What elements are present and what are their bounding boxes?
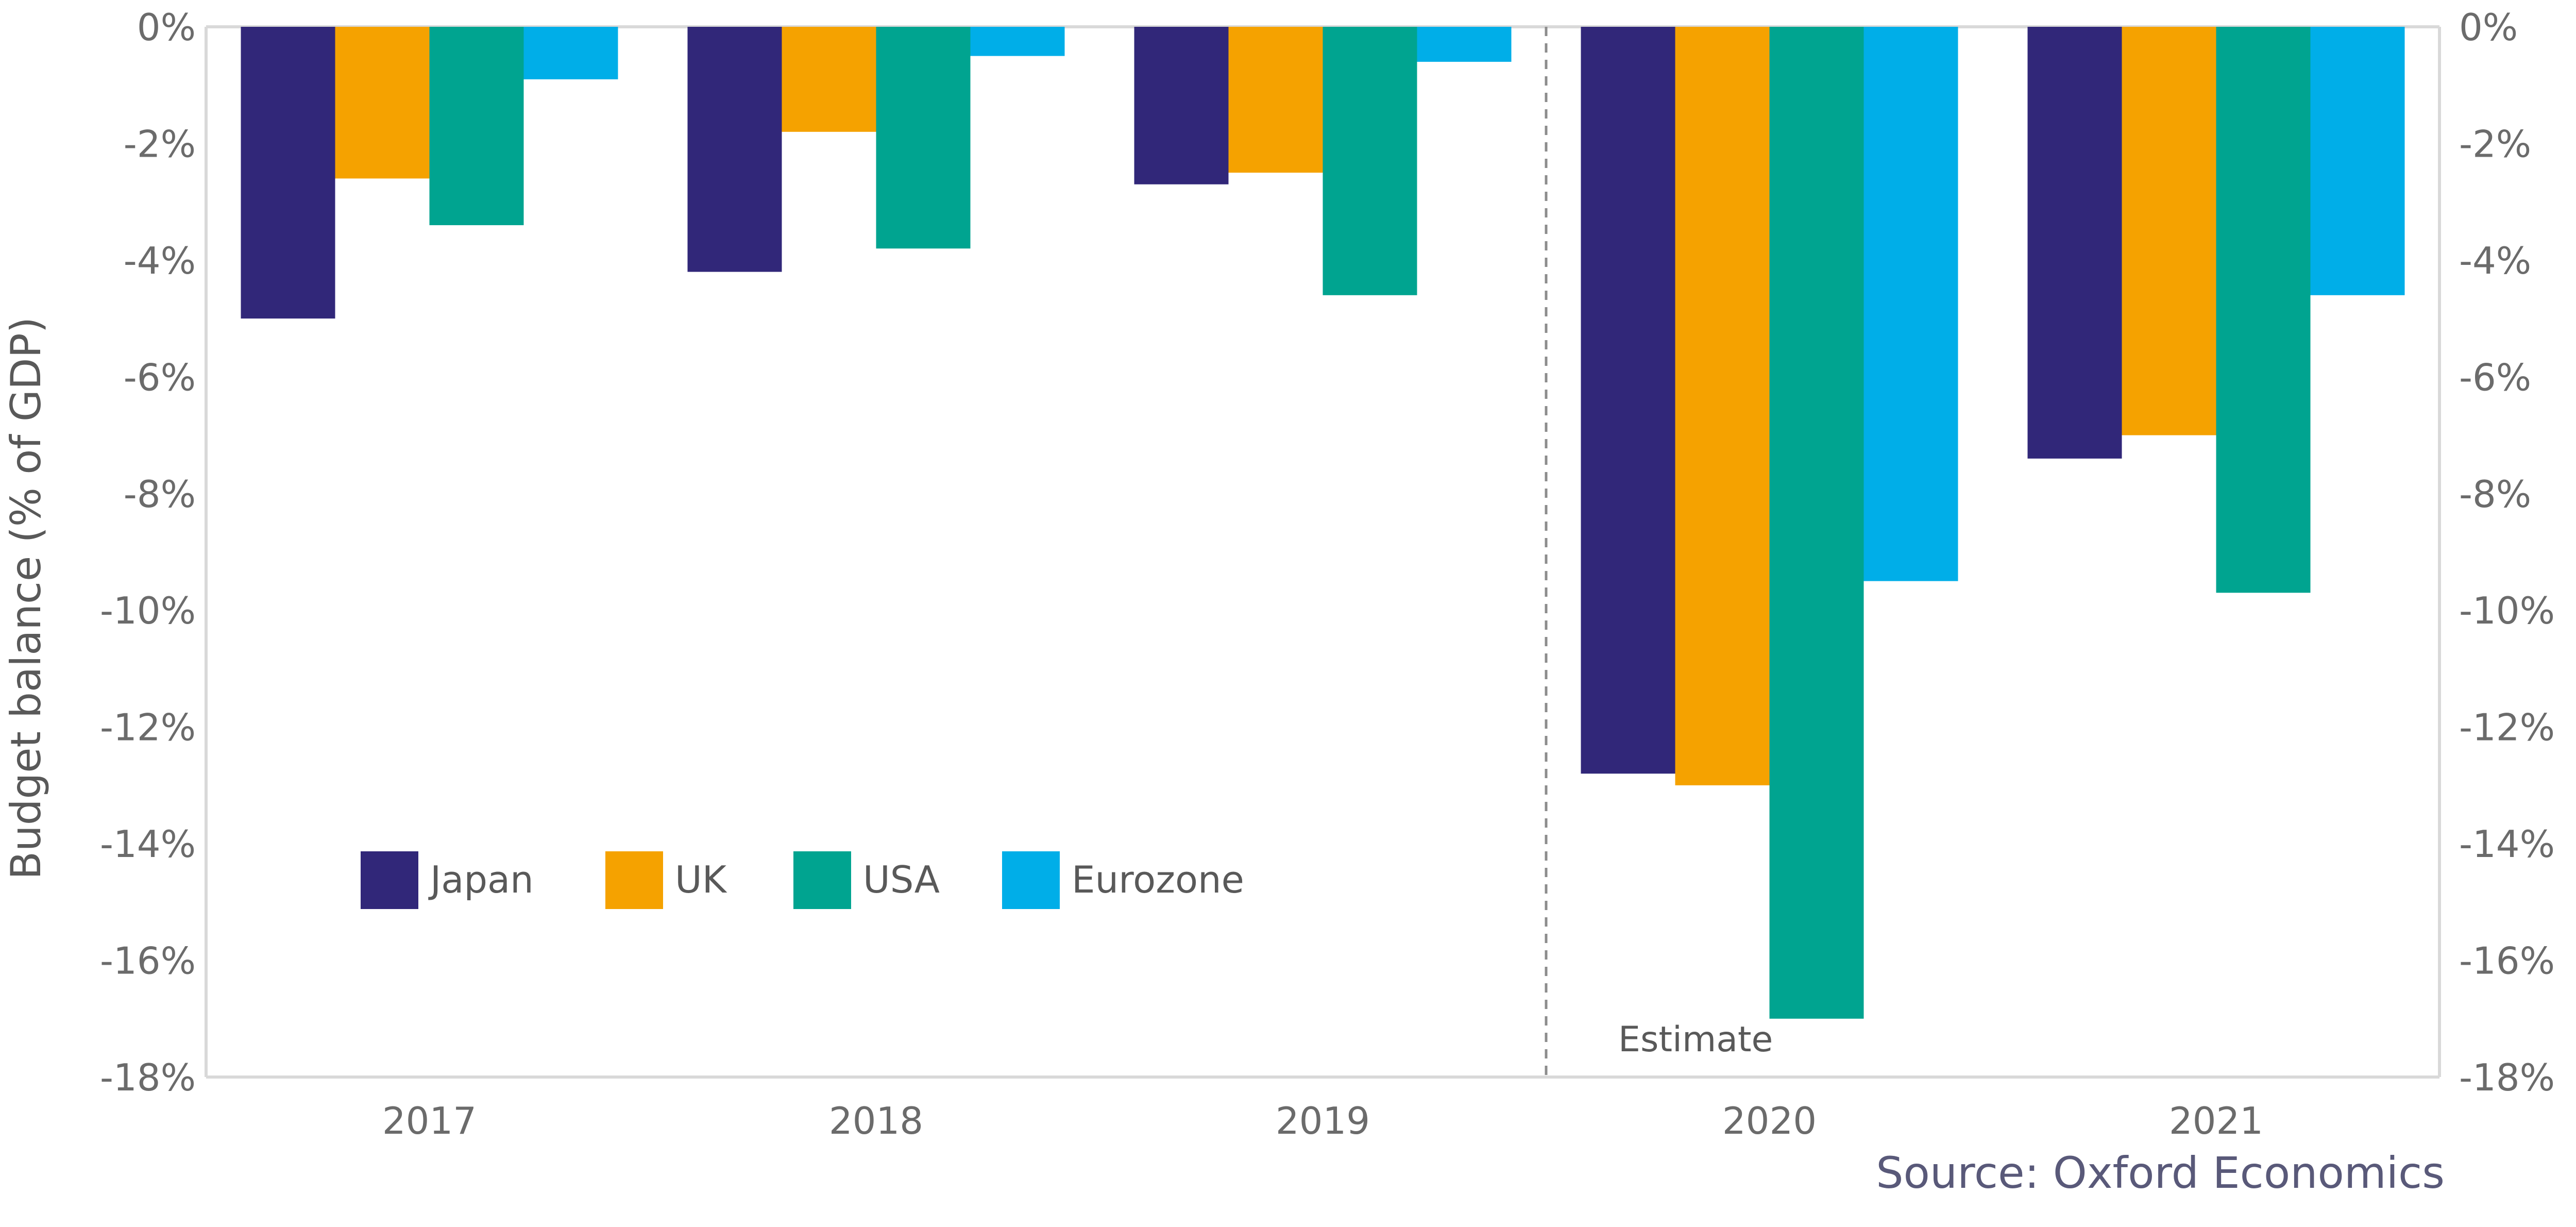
right-y-tick-label: -18%: [2459, 1056, 2555, 1099]
right-y-tick-label: -8%: [2459, 473, 2531, 516]
left-y-tick-label: -4%: [124, 239, 196, 282]
right-y-tick-label: -16%: [2459, 939, 2555, 983]
left-y-tick-label: -16%: [100, 939, 196, 983]
x-tick-label: 2019: [1276, 1099, 1370, 1142]
x-axis: 2017 2018 2019 2020 2021: [382, 1099, 2263, 1142]
right-y-tick-label: -6%: [2459, 356, 2531, 399]
legend-label-eurozone: Eurozone: [1072, 858, 1244, 901]
x-tick-label: 2018: [829, 1099, 923, 1142]
right-y-tick-label: 0%: [2459, 6, 2518, 49]
estimate-annotation: Estimate: [1618, 1019, 1773, 1060]
legend-label-usa: USA: [863, 858, 940, 901]
bar-japan-2018: [687, 27, 782, 272]
bar-usa-2019: [1323, 27, 1417, 295]
legend: Japan UK USA Eurozone: [361, 851, 1244, 909]
right-y-tick-label: -12%: [2459, 706, 2555, 749]
legend-label-uk: UK: [675, 858, 727, 901]
left-y-tick-label: -18%: [100, 1056, 196, 1099]
bar-usa-2020: [1769, 27, 1864, 1019]
legend-swatch-uk: [605, 851, 663, 909]
bar-usa-2018: [876, 27, 971, 249]
bar-eurozone-2017: [523, 27, 618, 79]
bar-japan-2021: [2027, 27, 2122, 459]
left-y-tick-label: -12%: [100, 706, 196, 749]
bar-eurozone-2019: [1417, 27, 1512, 62]
left-y-axis: 0% -2% -4% -6% -8% -10% -12% -14% -16% -18%: [100, 6, 196, 1099]
bar-uk-2019: [1228, 27, 1323, 173]
left-y-tick-label: -6%: [124, 356, 196, 399]
legend-swatch-usa: [793, 851, 851, 909]
right-y-tick-label: -10%: [2459, 589, 2555, 632]
right-y-tick-label: -2%: [2459, 122, 2531, 165]
x-tick-label: 2021: [2169, 1099, 2263, 1142]
bar-uk-2017: [335, 27, 430, 179]
bar-japan-2019: [1134, 27, 1229, 184]
bar-uk-2020: [1675, 27, 1770, 785]
bar-usa-2021: [2216, 27, 2311, 593]
bar-eurozone-2021: [2310, 27, 2405, 295]
left-y-tick-label: 0%: [137, 6, 196, 49]
legend-label-japan: Japan: [428, 858, 534, 901]
left-y-tick-label: -8%: [124, 473, 196, 516]
left-y-tick-label: -10%: [100, 589, 196, 632]
right-y-tick-label: -14%: [2459, 822, 2555, 866]
bar-uk-2021: [2122, 27, 2216, 435]
bar-japan-2017: [241, 27, 335, 319]
left-y-tick-label: -14%: [100, 822, 196, 866]
x-tick-label: 2020: [1722, 1099, 1817, 1142]
bar-eurozone-2020: [1863, 27, 1958, 581]
source-note: Source: Oxford Economics: [1876, 1148, 2445, 1198]
bar-eurozone-2018: [970, 27, 1065, 56]
left-y-tick-label: -2%: [124, 122, 196, 165]
y-axis-title: Budget balance (% of GDP): [2, 317, 50, 880]
bar-usa-2017: [429, 27, 524, 225]
right-y-axis: 0% -2% -4% -6% -8% -10% -12% -14% -16% -18%: [2459, 6, 2555, 1099]
legend-swatch-japan: [361, 851, 418, 909]
bar-uk-2018: [782, 27, 876, 132]
bar-japan-2020: [1581, 27, 1675, 774]
x-tick-label: 2017: [382, 1099, 477, 1142]
legend-swatch-eurozone: [1002, 851, 1060, 909]
right-y-tick-label: -4%: [2459, 239, 2531, 282]
bars-layer: [241, 27, 2405, 1019]
